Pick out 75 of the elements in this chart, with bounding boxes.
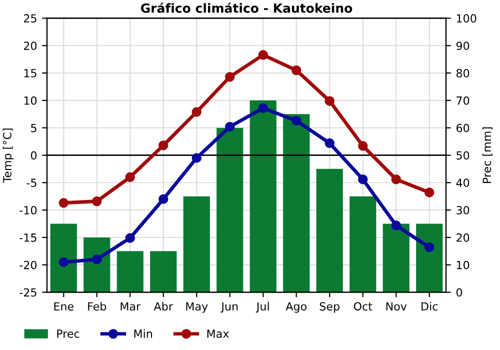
point bbox=[58, 257, 68, 267]
point bbox=[258, 50, 268, 60]
point bbox=[358, 174, 368, 184]
x-tick-label: Mar bbox=[120, 302, 141, 311]
point bbox=[258, 103, 268, 113]
y-tick-label: 15 bbox=[24, 69, 36, 78]
point bbox=[58, 198, 68, 208]
y-tick-label: 0 bbox=[30, 151, 37, 160]
x-tick-label: Feb bbox=[88, 302, 106, 311]
bar bbox=[183, 196, 210, 292]
x-tick-label: Ene bbox=[54, 302, 74, 311]
bar bbox=[350, 196, 376, 292]
x-tick-label: Dic bbox=[422, 302, 438, 311]
y-tick-label: 5 bbox=[31, 124, 36, 132]
y2-tick-label: 0 bbox=[456, 288, 462, 297]
point bbox=[192, 153, 202, 163]
y2-tick-label: 50 bbox=[456, 151, 470, 160]
bar bbox=[50, 224, 77, 292]
x-tick-label: Jun bbox=[220, 302, 238, 313]
point bbox=[424, 242, 434, 252]
point bbox=[292, 116, 302, 126]
point bbox=[225, 72, 235, 82]
point bbox=[324, 96, 334, 106]
x-tick-label: Sep bbox=[320, 302, 340, 313]
point bbox=[391, 174, 401, 184]
point bbox=[424, 188, 434, 198]
y2-tick-label: 60 bbox=[456, 124, 470, 132]
x-tick-label: Jul bbox=[256, 302, 269, 313]
y-tick-label: 20 bbox=[24, 42, 37, 50]
y2-axis-title: Prec [mm] bbox=[482, 127, 492, 183]
point bbox=[125, 172, 135, 182]
x-tick-label: Ago bbox=[286, 302, 306, 313]
x-tick-label: Nov bbox=[386, 302, 407, 311]
legend-label: Max bbox=[207, 330, 229, 338]
y2-tick-label: 80 bbox=[456, 68, 470, 78]
y2-tick-label: 70 bbox=[456, 96, 470, 105]
y-tick-label: 25 bbox=[24, 14, 36, 23]
point bbox=[92, 254, 102, 264]
point bbox=[225, 122, 235, 132]
y2-tick-label: 90 bbox=[456, 42, 470, 50]
point bbox=[92, 196, 102, 206]
point bbox=[292, 65, 302, 76]
y-tick-label: -25 bbox=[20, 288, 36, 297]
bar bbox=[283, 114, 310, 292]
bar bbox=[250, 100, 276, 292]
point bbox=[358, 141, 368, 151]
legend-label: Min bbox=[134, 329, 152, 338]
bar bbox=[416, 224, 443, 292]
y2-tick-label: 20 bbox=[456, 233, 470, 242]
bar bbox=[116, 251, 144, 292]
point bbox=[158, 194, 168, 204]
y-tick-label: 10 bbox=[24, 96, 37, 105]
y-tick-label: -10 bbox=[20, 206, 37, 214]
point bbox=[158, 140, 168, 150]
y-tick-label: -20 bbox=[20, 260, 37, 270]
x-tick-label: Oct bbox=[354, 302, 372, 311]
y-tick-label: -5 bbox=[26, 178, 36, 188]
chart-title: Gráfico climático - Kautokeino bbox=[140, 2, 352, 13]
x-tick-label: Abr bbox=[154, 302, 173, 311]
point bbox=[192, 107, 202, 117]
y2-tick-label: 30 bbox=[456, 206, 470, 214]
bar bbox=[316, 168, 343, 292]
bar bbox=[382, 224, 410, 292]
point bbox=[324, 138, 334, 148]
bar bbox=[150, 251, 177, 292]
y2-tick-label: 100 bbox=[456, 14, 476, 23]
point bbox=[125, 233, 135, 243]
y2-tick-label: 40 bbox=[456, 178, 470, 188]
legend-label: Prec bbox=[57, 330, 80, 338]
y2-tick-label: 10 bbox=[456, 260, 470, 270]
bar bbox=[216, 128, 244, 292]
y-tick-label: -15 bbox=[20, 234, 36, 242]
y-axis-title: Temp [°C] bbox=[2, 128, 14, 183]
x-tick-label: May bbox=[186, 302, 208, 313]
point bbox=[391, 220, 401, 230]
